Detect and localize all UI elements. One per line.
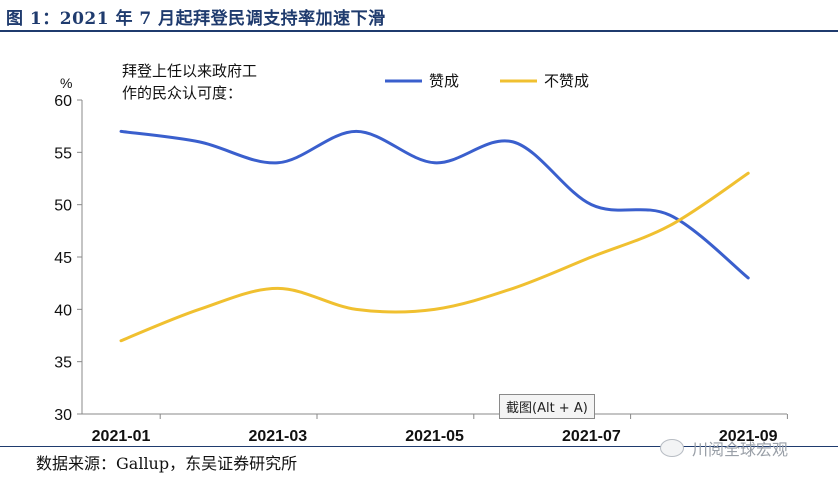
x-tick-label: 2021-07: [562, 428, 621, 445]
figure-title: 图 1：2021 年 7 月起拜登民调支持率加速下滑: [6, 9, 386, 29]
screenshot-tooltip: 截图(Alt + A): [499, 394, 595, 419]
chart-title-line: 作的民众认可度：: [122, 84, 242, 102]
y-tick-label: 55: [54, 145, 72, 162]
x-tick-label: 2021-09: [719, 428, 778, 445]
x-tick-label: 2021-03: [248, 428, 307, 445]
y-tick-label: 30: [54, 407, 72, 424]
series-line-approve: [119, 129, 750, 280]
y-tick-label: 60: [54, 93, 72, 110]
source-note: 数据来源：Gallup，东吴证券研究所: [36, 454, 298, 473]
x-tick-label: 2021-05: [405, 428, 464, 445]
title-rule: [0, 30, 838, 32]
watermark-text: 川阅全球宏观: [692, 440, 789, 459]
series-line-disapprove: [119, 171, 750, 343]
y-tick-label: 45: [54, 250, 72, 267]
wechat-icon: [660, 439, 684, 457]
x-tick-label: 2021-01: [92, 428, 151, 445]
y-tick-label: 50: [54, 198, 72, 215]
y-tick-label: 40: [54, 302, 72, 319]
y-tick-label: 35: [54, 355, 72, 372]
legend-label: 不赞成: [544, 72, 589, 90]
y-axis-unit: %: [60, 75, 72, 91]
bottom-rule: [0, 446, 838, 447]
legend-label: 赞成: [429, 72, 459, 90]
watermark: 川阅全球宏观: [660, 436, 788, 460]
chart-title-line: 拜登上任以来政府工: [122, 62, 257, 80]
